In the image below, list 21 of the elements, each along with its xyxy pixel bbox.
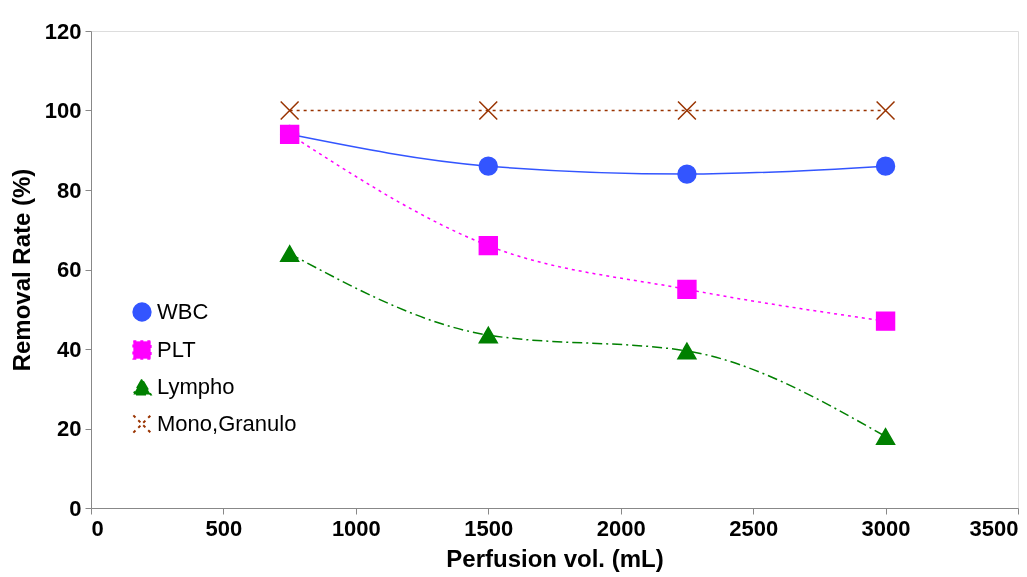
- legend-label: PLT: [157, 337, 196, 362]
- x-tick-label: 1000: [331, 515, 381, 541]
- y-tick-label: 120: [44, 18, 82, 44]
- legend-label: WBC: [157, 299, 209, 324]
- x-tick-label: 500: [205, 515, 243, 541]
- x-tick-label: 3500: [969, 515, 1019, 541]
- y-tick-label: 60: [57, 257, 82, 282]
- x-tick-label: 0: [91, 515, 104, 541]
- x-tick-label: 3000: [861, 515, 911, 541]
- x-tick-label: 2500: [729, 515, 779, 541]
- y-axis-title: Removal Rate (%): [7, 168, 35, 372]
- y-tick-label: 100: [44, 98, 82, 123]
- x-axis-title: Perfusion vol. (mL): [446, 544, 664, 572]
- y-tick-label: 0: [69, 495, 82, 521]
- y-tick-label: 20: [57, 416, 82, 441]
- x-tick-label: 1500: [464, 515, 514, 541]
- y-tick-label: 40: [57, 336, 82, 362]
- legend-label: Lympho: [157, 374, 235, 399]
- y-tick-label: 80: [57, 177, 82, 203]
- legend-label: Mono,Granulo: [157, 411, 297, 436]
- x-tick-label: 2000: [596, 515, 646, 541]
